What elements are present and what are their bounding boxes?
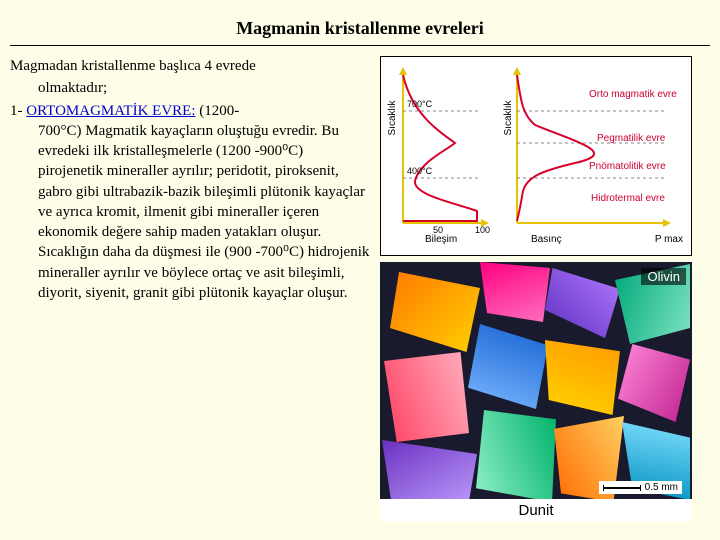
crystal-shape <box>545 268 620 338</box>
title-divider <box>10 45 710 46</box>
thin-section-photo: Olivin 0.5 mm Dunit <box>380 262 692 522</box>
content-row: Magmadan kristallenme başlıca 4 evrede o… <box>0 56 720 522</box>
crystal-shape <box>618 344 690 422</box>
crystal-shape <box>384 352 469 442</box>
chart-right-ylabel: Sıcaklık <box>503 100 514 135</box>
phase-item-1-body: 700°C) Magmatik kayaçların oluştuğu evre… <box>10 121 370 303</box>
olivin-label: Olivin <box>641 268 686 285</box>
crystal-shape <box>468 324 548 409</box>
chart-temp-vs-composition: Sıcaklık Bileşim 700°C 400°C 50 100 <box>385 63 495 243</box>
intro-line-2: olmaktadır; <box>10 78 370 98</box>
chart-right-xlabel: Basınç <box>531 234 562 245</box>
text-column: Magmadan kristallenme başlıca 4 evrede o… <box>10 56 380 522</box>
crystal-shape <box>545 340 620 415</box>
crystal-shape <box>480 262 550 322</box>
phase-name-link[interactable]: ORTOMAGMATİK EVRE: <box>26 103 195 119</box>
chart-temp-vs-pressure: Sıcaklık Basınç P max Orto magmatik evre… <box>501 63 687 243</box>
xtick-label: 50 <box>433 225 443 235</box>
scalebar-text: 0.5 mm <box>645 482 678 493</box>
phase-label: Hidrotermal evre <box>591 193 665 204</box>
photo-caption: Dunit <box>380 499 692 522</box>
intro-line-1: Magmadan kristallenme başlıca 4 evrede <box>10 56 370 76</box>
ytick-label: 700°C <box>407 99 432 109</box>
phase-diagram: Sıcaklık Bileşim 700°C 400°C 50 100 Sıcaklı… <box>380 56 692 256</box>
ytick-label: 400°C <box>407 166 432 176</box>
page-title: Magmanin kristallenme evreleri <box>0 0 720 45</box>
scalebar-line <box>603 487 641 489</box>
chart-left-ylabel: Sıcaklık <box>387 100 398 135</box>
item-prefix: 1- <box>10 103 26 119</box>
crystal-shape <box>476 410 556 502</box>
item-after-phase: (1200- <box>196 103 240 119</box>
chart-left-svg <box>385 63 495 243</box>
scalebar: 0.5 mm <box>599 481 682 494</box>
phase-item-1-firstline: 1- ORTOMAGMATİK EVRE: (1200- <box>10 101 370 121</box>
chart-left-xlabel: Bileşim <box>425 234 457 245</box>
chart-right-xend: P max <box>655 234 683 245</box>
phase-label: Pegmatilik evre <box>597 133 665 144</box>
phase-label: Orto magmatik evre <box>589 89 677 100</box>
crystal-shape <box>390 272 480 352</box>
phase-label: Pnömatolitik evre <box>589 161 666 172</box>
figure-column: Sıcaklık Bileşim 700°C 400°C 50 100 Sıcaklı… <box>380 56 700 522</box>
xtick-label: 100 <box>475 225 490 235</box>
